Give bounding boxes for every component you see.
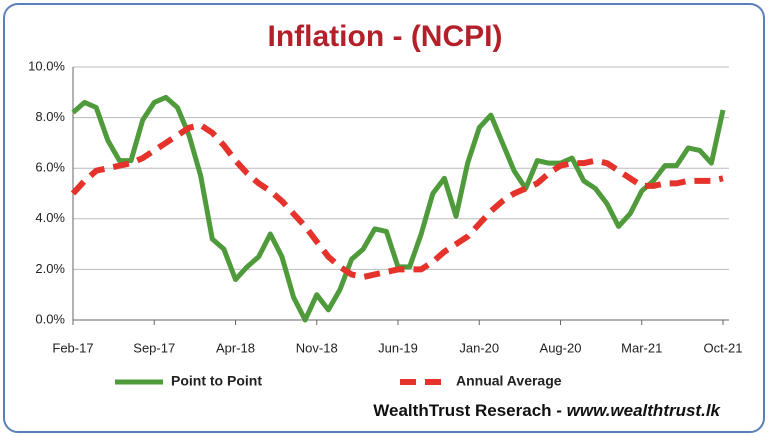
frame	[3, 3, 765, 433]
legend-label: Point to Point	[171, 373, 262, 389]
source: WealthTrust Reserach - www.wealthtrust.l…	[373, 401, 721, 420]
legend-label: Annual Average	[456, 373, 562, 389]
x-tick-label: Jun-19	[378, 340, 418, 355]
y-tick-label: 10.0%	[28, 58, 65, 73]
x-tick-label: Feb-17	[52, 340, 93, 355]
x-tick-label: Mar-21	[621, 340, 662, 355]
source-org: WealthTrust Reserach -	[373, 401, 562, 420]
chart-title: Inflation - (NCPI)	[268, 20, 503, 53]
series-line	[70, 122, 724, 280]
x-tick-label: Sep-17	[133, 340, 175, 355]
y-tick-label: 4.0%	[35, 210, 65, 225]
x-tick-label: Nov-18	[296, 340, 338, 355]
y-tick-label: 6.0%	[35, 160, 65, 175]
x-tick-label: Apr-18	[216, 340, 255, 355]
source-url: www.wealthtrust.lk	[567, 401, 722, 420]
y-tick-label: 0.0%	[35, 311, 65, 326]
x-tick-label: Jan-20	[459, 340, 499, 355]
x-tick-label: Oct-21	[703, 340, 742, 355]
x-tick-label: Aug-20	[540, 340, 582, 355]
y-tick-label: 2.0%	[35, 261, 65, 276]
y-tick-label: 8.0%	[35, 109, 65, 124]
